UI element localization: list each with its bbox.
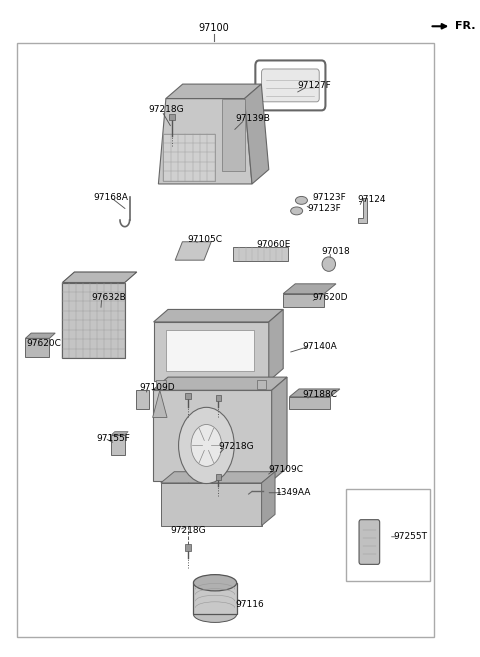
Text: 97060E: 97060E: [257, 240, 291, 249]
Polygon shape: [272, 377, 287, 481]
Bar: [166, 330, 254, 371]
Polygon shape: [283, 284, 336, 294]
Text: 97188C: 97188C: [302, 390, 337, 399]
Ellipse shape: [322, 257, 336, 271]
Bar: [169, 114, 175, 120]
Text: 97620C: 97620C: [26, 339, 61, 348]
Polygon shape: [358, 198, 367, 223]
Ellipse shape: [193, 606, 237, 622]
Text: 97218G: 97218G: [170, 526, 206, 535]
Polygon shape: [153, 377, 287, 390]
Text: 97255T: 97255T: [394, 532, 428, 541]
FancyBboxPatch shape: [359, 520, 380, 564]
Polygon shape: [161, 472, 275, 483]
Text: FR.: FR.: [455, 21, 476, 32]
Text: 97100: 97100: [198, 22, 229, 33]
Text: 97105C: 97105C: [187, 235, 222, 244]
Polygon shape: [25, 333, 55, 338]
Polygon shape: [154, 309, 283, 322]
Text: 97123F: 97123F: [312, 193, 346, 202]
Bar: [257, 380, 266, 389]
Polygon shape: [62, 272, 137, 283]
Text: 97109C: 97109C: [269, 465, 304, 474]
Text: 97620D: 97620D: [312, 293, 348, 302]
Bar: [185, 544, 191, 551]
Bar: [25, 338, 49, 357]
Polygon shape: [244, 84, 269, 184]
Text: 97632B: 97632B: [91, 293, 126, 302]
Bar: [163, 134, 215, 181]
Bar: [216, 395, 221, 401]
Text: 97218G: 97218G: [149, 105, 184, 114]
Text: 97116: 97116: [235, 600, 264, 609]
Bar: [289, 397, 330, 409]
Bar: [193, 583, 237, 614]
Polygon shape: [158, 99, 252, 184]
Polygon shape: [269, 309, 283, 381]
Text: 97127F: 97127F: [298, 81, 331, 90]
Polygon shape: [289, 389, 340, 397]
Bar: [346, 489, 430, 581]
Bar: [161, 483, 262, 526]
Ellipse shape: [193, 575, 237, 591]
Circle shape: [179, 407, 234, 484]
Bar: [216, 474, 221, 480]
Bar: [62, 283, 125, 358]
Text: 1349AA: 1349AA: [276, 488, 312, 497]
Bar: [283, 294, 324, 307]
Bar: [185, 393, 191, 399]
Text: 97155F: 97155F: [96, 434, 130, 443]
Ellipse shape: [290, 207, 302, 215]
Polygon shape: [175, 242, 211, 260]
Bar: [17, 43, 434, 637]
Bar: [153, 390, 272, 481]
Polygon shape: [222, 99, 244, 171]
Ellipse shape: [295, 196, 307, 204]
Text: 97140A: 97140A: [302, 342, 337, 351]
Circle shape: [191, 424, 222, 466]
Bar: [154, 322, 269, 381]
Text: 97018: 97018: [322, 247, 350, 256]
Text: 97124: 97124: [358, 194, 386, 204]
Text: 97218G: 97218G: [218, 442, 254, 451]
Text: 97123F: 97123F: [307, 204, 341, 214]
Bar: [111, 435, 125, 455]
Text: 97109D: 97109D: [139, 383, 175, 392]
Polygon shape: [166, 84, 261, 99]
Text: 97168A: 97168A: [94, 193, 129, 202]
Text: 97139B: 97139B: [235, 114, 270, 123]
Bar: [136, 390, 149, 409]
Polygon shape: [111, 432, 128, 435]
FancyBboxPatch shape: [262, 69, 319, 102]
Polygon shape: [262, 472, 275, 526]
Bar: [156, 380, 166, 389]
Polygon shape: [153, 390, 167, 417]
Bar: [233, 247, 288, 261]
